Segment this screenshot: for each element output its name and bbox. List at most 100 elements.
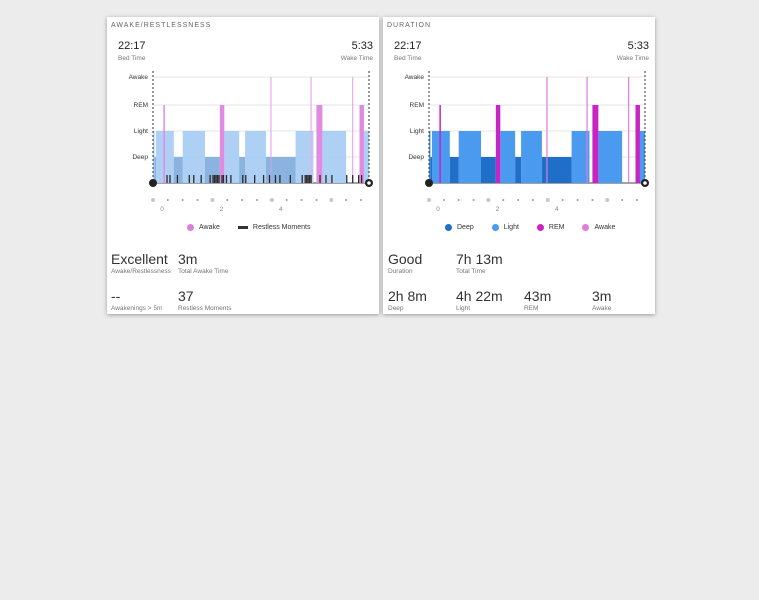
legend-swatch-awake bbox=[582, 224, 590, 231]
stat-awake-rating: Excellent Awake/Restlessness bbox=[111, 251, 171, 275]
stat-label: Deep bbox=[388, 305, 404, 312]
wake-time: 5:33 bbox=[351, 40, 373, 52]
stage-segment-deep bbox=[173, 157, 183, 183]
deep-overlay bbox=[239, 157, 246, 183]
x-axis-dot bbox=[226, 199, 229, 201]
x-axis-dot bbox=[621, 199, 624, 201]
restless-moment-mark bbox=[352, 175, 354, 183]
x-tick-label: 0 bbox=[436, 206, 440, 213]
stage-label-deep: Deep bbox=[132, 154, 148, 161]
deep-overlay bbox=[265, 157, 296, 183]
x-axis-dot bbox=[576, 199, 579, 201]
restless-moment-mark bbox=[279, 175, 281, 183]
stage-segment-awake bbox=[352, 77, 354, 183]
stage-label-deep: Deep bbox=[408, 154, 424, 161]
stage-segment-light bbox=[571, 131, 590, 183]
restless-moment-mark bbox=[262, 175, 265, 183]
stage-segment-rem bbox=[495, 105, 501, 183]
stage-segment-light bbox=[295, 131, 314, 183]
x-axis-dot bbox=[442, 199, 445, 201]
stat-value: Excellent bbox=[111, 251, 168, 267]
restless-moment-mark bbox=[188, 175, 190, 183]
stat-label: Total Time bbox=[456, 268, 486, 275]
stat-label: Total Awake Time bbox=[178, 268, 229, 275]
stat-value: 7h 13m bbox=[456, 251, 503, 267]
x-axis-dot bbox=[166, 199, 169, 201]
legend-item-restless: Restless Moments bbox=[237, 224, 311, 231]
stage-label-awake: Awake bbox=[405, 74, 425, 81]
legend-item-light: Light bbox=[491, 224, 519, 231]
stage-segment-light bbox=[598, 131, 623, 183]
x-tick-label: 2 bbox=[496, 206, 500, 213]
stage-label-rem: REM bbox=[134, 102, 148, 109]
stat-value: 37 bbox=[178, 288, 194, 304]
restless-moment-mark bbox=[221, 175, 223, 183]
restless-moment-mark bbox=[268, 175, 271, 183]
restless-moment-mark bbox=[346, 175, 348, 183]
card-title: AWAKE/RESTLESSNESS bbox=[111, 22, 212, 29]
restless-moment-mark bbox=[325, 175, 327, 183]
legend-label: Awake bbox=[199, 224, 220, 231]
x-axis-dot bbox=[457, 199, 460, 201]
x-tick-label: 2 bbox=[220, 206, 224, 213]
legend-label: Restless Moments bbox=[252, 224, 311, 231]
stat-value: Good bbox=[388, 251, 423, 267]
stat-value: 4h 22m bbox=[456, 288, 503, 304]
bed-time-label: Bed Time bbox=[118, 55, 146, 62]
stage-segment-awake bbox=[546, 77, 548, 183]
x-axis-dot bbox=[561, 199, 564, 201]
stage-segment-light bbox=[521, 131, 542, 183]
x-axis-dot bbox=[472, 199, 475, 201]
legend-item-rem: REM bbox=[536, 224, 565, 231]
legend-swatch-deep bbox=[445, 224, 452, 231]
bed-icon bbox=[425, 179, 433, 187]
stage-segment-deep bbox=[480, 157, 496, 183]
stage-label-awake: Awake bbox=[129, 74, 149, 81]
stage-segment-rem bbox=[316, 105, 323, 183]
stat-restless-moments: 37 Restless Moments bbox=[178, 288, 231, 312]
restless-moment-mark bbox=[310, 175, 312, 183]
x-axis-dot bbox=[269, 198, 274, 202]
stage-segment-light bbox=[639, 131, 645, 183]
x-axis-dot bbox=[359, 199, 362, 201]
restless-moment-mark bbox=[308, 175, 311, 183]
sleep-stage-chart: Awake REM Light Deep 0 2 4 bbox=[405, 71, 649, 213]
sleep-stage-chart: Awake REM Light Deep 0 2 4 bbox=[129, 71, 373, 213]
restless-moment-mark bbox=[209, 175, 211, 183]
stat-label: Awake/Restlessness bbox=[111, 268, 171, 275]
restless-moment-mark bbox=[360, 175, 363, 183]
x-axis-dot bbox=[502, 199, 505, 201]
wake-icon-center bbox=[643, 181, 647, 185]
restless-moment-mark bbox=[222, 175, 225, 183]
x-axis-dot bbox=[196, 199, 199, 201]
stat-label: Duration bbox=[388, 268, 413, 275]
x-tick-label: 4 bbox=[279, 206, 283, 213]
restless-moment-mark bbox=[304, 175, 306, 183]
stage-segment-deep bbox=[515, 157, 522, 183]
stage-segment-light bbox=[500, 131, 516, 183]
stat-awake: 3m Awake bbox=[592, 288, 611, 312]
stat-deep: 2h 8m Deep bbox=[388, 288, 427, 312]
x-axis-dot bbox=[255, 199, 258, 201]
restless-moment-mark bbox=[218, 175, 220, 183]
deep-overlay bbox=[173, 157, 183, 183]
stage-segment-deep bbox=[239, 157, 246, 183]
stage-segment-light bbox=[458, 131, 481, 183]
stage-segment-rem bbox=[635, 105, 640, 183]
stat-label: Light bbox=[456, 305, 471, 312]
x-axis-dot bbox=[210, 198, 215, 202]
stage-segment-awake bbox=[270, 77, 272, 183]
restless-moment-mark bbox=[274, 175, 277, 183]
legend-label: Light bbox=[503, 224, 519, 231]
x-axis-dot bbox=[315, 199, 318, 201]
legend-item-deep: Deep bbox=[445, 224, 474, 231]
wake-time-label: Wake Time bbox=[340, 55, 373, 62]
bed-icon bbox=[149, 179, 157, 187]
legend-label: Awake bbox=[594, 224, 616, 231]
restless-moment-mark bbox=[245, 175, 247, 183]
stage-segment-rem bbox=[359, 105, 364, 183]
stage-segment-deep bbox=[154, 157, 156, 183]
restless-moment-mark bbox=[193, 175, 195, 183]
x-axis-dot bbox=[345, 199, 348, 201]
legend-label: REM bbox=[548, 224, 565, 231]
